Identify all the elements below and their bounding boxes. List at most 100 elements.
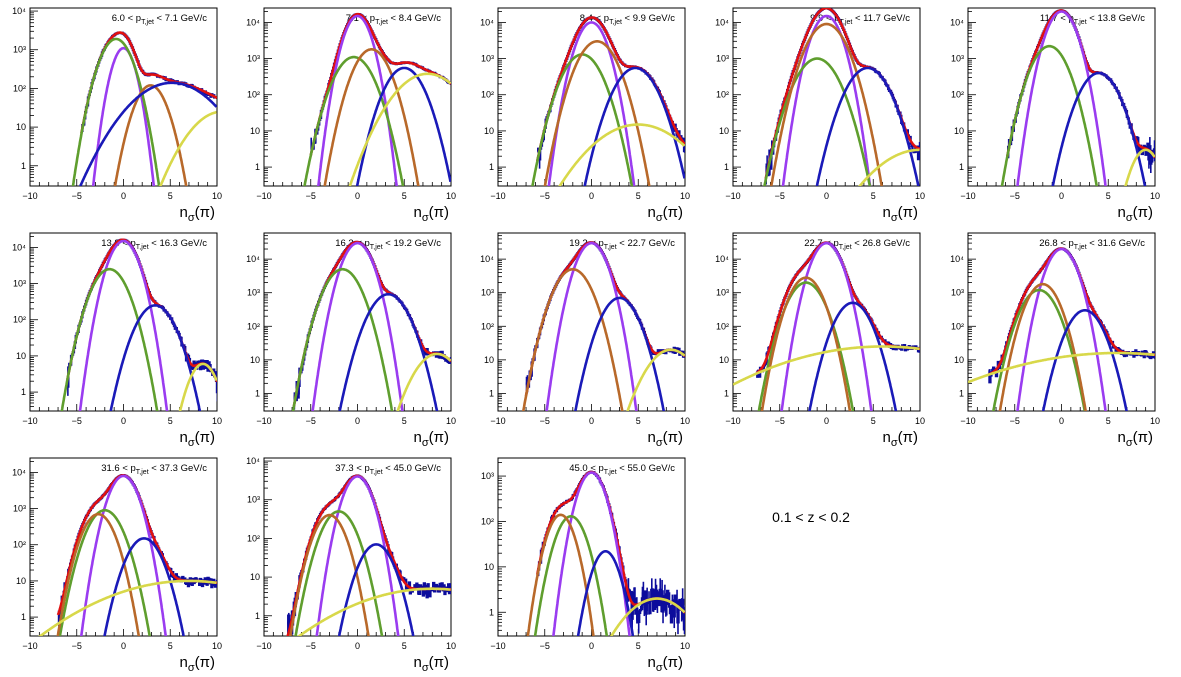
- x-tick-label: −10: [960, 416, 975, 426]
- x-tick-label: −5: [775, 191, 785, 201]
- chart-panel: −10 −5 0 5 10 1 10 10² 10³ 10⁴ 31.6 < pT,jet < 37.…: [12, 457, 222, 674]
- y-tick-label: 10²: [13, 540, 26, 550]
- kaon-fit-line: [1000, 44, 1099, 186]
- x-tick-label: 10: [915, 416, 925, 426]
- y-tick-label: 10⁴: [480, 17, 494, 27]
- y-tick-label: 1: [489, 388, 494, 398]
- plot-area: [733, 241, 920, 411]
- x-tick-label: 5: [402, 416, 407, 426]
- y-tick-label: 10³: [481, 471, 494, 481]
- chart-panel: −10 −5 0 5 10 1 10 10² 10³ 10⁴ 9.9 < pT,jet < 11.7…: [715, 7, 925, 224]
- plot-area: [526, 470, 685, 636]
- pion-fit-line: [1016, 247, 1107, 411]
- kaon-fit-line: [991, 288, 1087, 411]
- x-axis-label: nσ(π): [648, 654, 683, 674]
- x-tick-label: 0: [355, 641, 360, 651]
- x-tick-label: 0: [589, 191, 594, 201]
- extra-fit-line: [626, 348, 685, 411]
- pion-fit-line: [552, 471, 631, 636]
- kaon-fit-line: [757, 281, 855, 411]
- y-tick-label: 10²: [247, 90, 260, 100]
- x-tick-label: 5: [168, 641, 173, 651]
- x-tick-label: 5: [168, 191, 173, 201]
- pion-fit-line: [1016, 10, 1107, 186]
- electron-fit-line: [78, 81, 217, 186]
- y-tick-label: 10²: [13, 315, 26, 325]
- plot-area: [303, 12, 451, 186]
- y-tick-label: 1: [21, 387, 26, 397]
- y-tick-label: 1: [255, 388, 260, 398]
- chart-panel: −10 −5 0 5 10 1 10 10² 10³ 10⁴ 26.8 < pT,jet < 31.…: [950, 232, 1160, 449]
- x-axis-label: nσ(π): [883, 429, 918, 449]
- x-tick-label: 5: [636, 641, 641, 651]
- x-tick-label: 0: [824, 416, 829, 426]
- x-tick-label: −5: [775, 416, 785, 426]
- y-tick-label: 1: [21, 161, 26, 171]
- x-tick-label: −5: [1010, 191, 1020, 201]
- y-tick-label: 10: [954, 126, 964, 136]
- x-tick-label: 10: [212, 416, 222, 426]
- y-tick-label: 1: [489, 162, 494, 172]
- extra-fit-line: [733, 345, 920, 386]
- plot-area: [286, 474, 451, 636]
- x-tick-label: 5: [636, 191, 641, 201]
- x-tick-label: 10: [1150, 191, 1160, 201]
- x-tick-label: 10: [446, 191, 456, 201]
- y-tick-label: 10⁴: [480, 254, 494, 264]
- x-axis-label: nσ(π): [883, 204, 918, 224]
- y-tick-label: 1: [724, 388, 729, 398]
- x-tick-label: 0: [355, 416, 360, 426]
- pion-fit-line: [547, 21, 636, 186]
- plot-frame: [263, 232, 452, 412]
- y-tick-label: 10⁴: [12, 6, 26, 16]
- panel-title: 37.3 < pT,jet < 45.0 GeV/c: [335, 463, 441, 476]
- extra-fit-line: [968, 351, 1155, 384]
- x-tick-label: −5: [72, 191, 82, 201]
- extra-fit-line: [1124, 148, 1155, 186]
- y-tick-label: 10: [954, 355, 964, 365]
- x-tick-label: −5: [306, 416, 316, 426]
- extra-fit-line: [858, 148, 920, 186]
- x-axis-label: nσ(π): [180, 204, 215, 224]
- x-tick-label: 0: [589, 416, 594, 426]
- pion-fit-line: [311, 241, 404, 411]
- plot-frame: [263, 457, 452, 637]
- y-tick-label: 10⁴: [715, 17, 729, 27]
- y-tick-label: 10: [719, 355, 729, 365]
- y-tick-label: 10²: [951, 90, 964, 100]
- proton-fit-line: [521, 267, 624, 411]
- x-tick-label: 5: [402, 191, 407, 201]
- y-tick-label: 10²: [247, 533, 260, 543]
- kaon-fit-line: [71, 37, 161, 186]
- x-axis-label: nσ(π): [1118, 429, 1153, 449]
- x-axis-label: nσ(π): [1118, 204, 1153, 224]
- y-tick-label: 10: [719, 126, 729, 136]
- y-tick-label: 10: [16, 351, 26, 361]
- data-histogram: [988, 247, 1155, 384]
- x-tick-label: −5: [306, 641, 316, 651]
- x-tick-label: 5: [402, 641, 407, 651]
- panel-title: 45.0 < pT,jet < 55.0 GeV/c: [569, 463, 675, 476]
- x-tick-label: −10: [490, 416, 505, 426]
- y-tick-label: 10²: [716, 90, 729, 100]
- pion-fit-line: [78, 239, 169, 411]
- y-tick-label: 10: [484, 562, 494, 572]
- extra-fit-line: [38, 579, 217, 636]
- x-tick-label: −10: [22, 416, 37, 426]
- panel-title: 26.8 < pT,jet < 31.6 GeV/c: [1039, 238, 1145, 251]
- x-tick-label: −10: [256, 416, 271, 426]
- x-tick-label: 0: [121, 641, 126, 651]
- electron-fit-line: [815, 66, 920, 186]
- x-axis-label: nσ(π): [648, 429, 683, 449]
- x-tick-label: −5: [72, 641, 82, 651]
- electron-fit-line: [574, 296, 666, 411]
- y-tick-label: 10: [484, 355, 494, 365]
- x-axis-label: nσ(π): [648, 204, 683, 224]
- data-histogram: [537, 16, 685, 161]
- x-tick-label: 10: [1150, 416, 1160, 426]
- x-tick-label: 5: [1106, 416, 1111, 426]
- x-tick-label: −10: [22, 641, 37, 651]
